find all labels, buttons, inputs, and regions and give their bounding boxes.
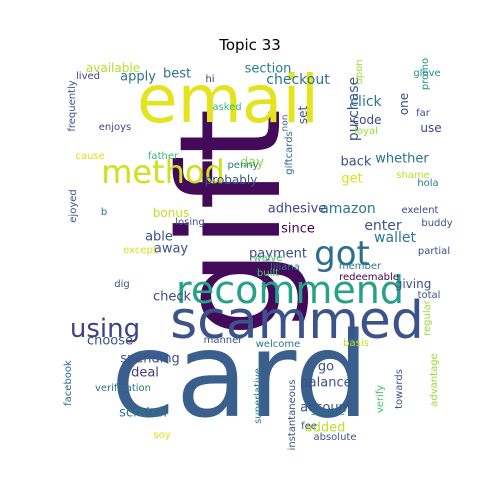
cloud-word: card [110, 306, 370, 444]
cloud-word: verify [375, 384, 386, 414]
cloud-word: section [244, 61, 292, 77]
cloud-word: method [101, 153, 225, 191]
cloud-word: waive [253, 253, 283, 264]
cloud-word: giving [394, 277, 432, 291]
cloud-word: seattle [310, 407, 346, 418]
cloud-word: back [340, 154, 372, 170]
cloud-word: ejoyed [68, 189, 79, 223]
cloud-word: total [417, 290, 441, 301]
cloud-word: use [420, 121, 442, 135]
cloud-word: except [123, 245, 157, 256]
cloud-word: able [145, 229, 173, 245]
cloud-word: email [136, 61, 320, 138]
cloud-word: partial [417, 246, 451, 257]
cloud-word: click [350, 94, 382, 110]
cloud-word: glove [413, 68, 441, 79]
cloud-word: recommend [176, 268, 404, 312]
cloud-word: promo [420, 57, 431, 91]
cloud-word: member [338, 261, 382, 272]
cloud-word: deal [131, 365, 159, 381]
cloud-word: adhesive [267, 201, 327, 217]
cloud-word: code [352, 113, 382, 127]
cloud-word: bonus [152, 206, 190, 220]
cloud-word: frequently [67, 80, 78, 132]
cloud-word: checkout [266, 72, 330, 88]
cloud-word: available [85, 61, 141, 75]
cloud-word: payment [249, 246, 307, 262]
cloud-word: day [240, 155, 264, 171]
cloud-word: soy [153, 430, 171, 441]
cloud-word: losing [175, 217, 205, 228]
cloud-word: welcome [255, 339, 301, 350]
cloud-word: since [281, 221, 315, 237]
cloud-word: non [280, 114, 291, 132]
cloud-word: best [162, 66, 192, 82]
cloud-word: set [296, 105, 310, 125]
cloud-word: account [300, 400, 352, 416]
cloud-word: redeemable [339, 272, 399, 283]
cloud-word: giftcards [284, 131, 295, 175]
cloud-word: scammed [170, 291, 424, 351]
cloud-word: instantaneous [287, 379, 298, 451]
cloud-word: choose [86, 333, 134, 349]
chart-title: Topic 33 [219, 36, 281, 54]
cloud-word: advantage [429, 353, 440, 407]
cloud-word: amazon [320, 201, 376, 217]
cloud-word: buddy [421, 218, 453, 229]
cloud-word: enjoys [98, 122, 132, 133]
cloud-word: absolute [313, 432, 357, 443]
cloud-word: enter [364, 218, 402, 234]
cloud-word: father [147, 151, 179, 162]
cloud-word: check [152, 289, 192, 305]
cloud-word: lived [76, 71, 100, 82]
cloud-word: added [304, 420, 346, 436]
cloud-word: balance [300, 375, 352, 391]
cloud-word: regular [422, 300, 433, 336]
cloud-word: towards [394, 369, 405, 409]
cloud-word: wallet [374, 230, 416, 246]
cloud-word: penny [227, 160, 259, 171]
cloud-word: hola [417, 178, 439, 189]
cloud-word: one [397, 92, 411, 116]
cloud-word: upon [354, 59, 365, 85]
cloud-word: using [69, 314, 141, 344]
cloud-word: far [416, 108, 430, 119]
cloud-word: go [317, 359, 335, 375]
cloud-word: got [314, 234, 370, 274]
cloud-word: loyal [354, 126, 378, 137]
word-cloud: gift card email scammed recommend method got us… [60, 57, 453, 450]
cloud-word: superlative [253, 368, 264, 424]
cloud-word: manner [203, 335, 243, 346]
cloud-word: b [100, 207, 108, 218]
cloud-word: liliana [270, 262, 300, 273]
cloud-word: dig [114, 279, 130, 290]
cloud-word: fee [301, 421, 317, 432]
cloud-word: probably [204, 173, 258, 187]
cloud-word: whether [375, 151, 429, 167]
cloud-word: hi [205, 74, 215, 85]
cloud-word: built [256, 268, 280, 279]
cloud-word: scratch [119, 405, 167, 421]
cloud-word: get [341, 171, 363, 187]
cloud-word: spending [120, 351, 180, 367]
cloud-word: away [153, 241, 189, 257]
cloud-word: exelent [401, 205, 439, 216]
cloud-word: apply [120, 69, 156, 85]
cloud-word: facebook [63, 360, 74, 406]
cloud-word: shame [396, 170, 430, 181]
cloud-word: cause [75, 151, 105, 162]
cloud-word: verification [94, 383, 152, 394]
cloud-word: basis [343, 338, 369, 349]
cloud-word: asked [212, 102, 242, 113]
